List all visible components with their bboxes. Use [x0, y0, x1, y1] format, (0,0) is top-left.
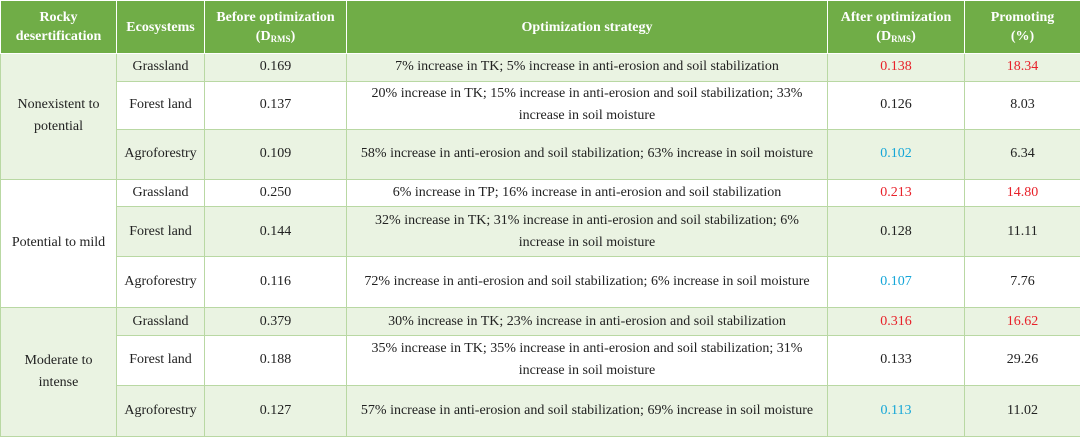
cell-before: 0.109: [204, 128, 347, 180]
header-before-d: D: [260, 28, 271, 44]
cell-after: 0.107: [827, 256, 965, 309]
cell-strategy: 20% increase in TK; 15% increase in anti…: [346, 80, 828, 130]
cell-strategy: 30% increase in TK; 23% increase in anti…: [346, 307, 828, 336]
cell-ecosystem: Forest land: [116, 206, 205, 258]
cell-promoting: 11.11: [964, 206, 1080, 258]
cell-ecosystem: Forest land: [116, 334, 205, 386]
cell-before: 0.144: [204, 206, 347, 258]
header-promoting: Promoting (%): [964, 0, 1080, 54]
cell-promoting: 29.26: [964, 334, 1080, 386]
cell-ecosystem: Grassland: [116, 307, 205, 336]
cell-promoting: 16.62: [964, 307, 1080, 336]
table-row: Agroforestry 0.116 72% increase in anti-…: [1, 256, 1080, 309]
cell-strategy: 32% increase in TK; 31% increase in anti…: [346, 206, 828, 258]
group-label-moderate-to-intense: Moderate to intense: [0, 307, 117, 437]
cell-before: 0.379: [204, 307, 347, 336]
table-row: Potential to mild Grassland 0.250 6% inc…: [0, 178, 1080, 309]
cell-ecosystem: Grassland: [116, 178, 205, 208]
cell-strategy: 6% increase in TP; 16% increase in anti-…: [346, 178, 828, 208]
cell-strategy: 7% increase in TK; 5% increase in anti-e…: [346, 53, 828, 82]
table-row: Forest land 0.137 20% increase in TK; 15…: [1, 80, 1080, 130]
header-ecosystems: Ecosystems: [116, 0, 205, 54]
header-after-label: After optimization: [840, 9, 952, 25]
header-after-rms: RMS: [891, 33, 912, 44]
table-body: Nonexistent to potential Grassland 0.169…: [0, 53, 1080, 437]
cell-promoting: 6.34: [964, 128, 1080, 180]
cell-ecosystem: Forest land: [116, 80, 205, 130]
table-row: Agroforestry 0.127 57% increase in anti-…: [1, 384, 1080, 437]
cell-ecosystem: Grassland: [116, 53, 205, 82]
header-optimization-strategy: Optimization strategy: [346, 0, 828, 54]
cell-ecosystem: Agroforestry: [116, 384, 205, 437]
header-promoting-unit: (%): [1010, 29, 1035, 44]
cell-promoting: 14.80: [964, 178, 1080, 208]
cell-after: 0.126: [827, 80, 965, 130]
cell-promoting: 8.03: [964, 80, 1080, 130]
header-rocky-desertification: Rocky desertification: [0, 0, 117, 54]
header-before-rms: RMS: [270, 33, 291, 44]
header-before-label: Before optimization: [216, 9, 335, 25]
cell-before: 0.169: [204, 53, 347, 82]
cell-before: 0.250: [204, 178, 347, 208]
cell-before: 0.188: [204, 334, 347, 386]
table-row: Forest land 0.144 32% increase in TK; 31…: [1, 206, 1080, 258]
cell-before: 0.116: [204, 256, 347, 309]
header-after-d: D: [880, 28, 892, 44]
cell-promoting: 18.34: [964, 53, 1080, 82]
cell-before: 0.137: [204, 80, 347, 130]
cell-after: 0.138: [827, 53, 965, 82]
table-header: Rocky desertification Ecosystems Before …: [0, 0, 1080, 54]
cell-strategy: 35% increase in TK; 35% increase in anti…: [346, 334, 828, 386]
header-promoting-label: Promoting: [990, 10, 1055, 25]
cell-promoting: 7.76: [964, 256, 1080, 309]
table-row: Forest land 0.188 35% increase in TK; 35…: [1, 334, 1080, 386]
cell-after: 0.102: [827, 128, 965, 180]
cell-before: 0.127: [204, 384, 347, 437]
table-row: Moderate to intense Grassland 0.379 30% …: [0, 307, 1080, 437]
group-label-potential-to-mild: Potential to mild: [0, 178, 117, 309]
table-row: Nonexistent to potential Grassland 0.169…: [0, 53, 1080, 180]
cell-ecosystem: Agroforestry: [116, 256, 205, 309]
header-before-optimization: Before optimization (DRMS): [204, 0, 347, 54]
cell-strategy: 72% increase in anti-erosion and soil st…: [346, 256, 828, 309]
cell-ecosystem: Agroforestry: [116, 128, 205, 180]
group-label-nonexistent-to-potential: Nonexistent to potential: [0, 53, 117, 180]
header-after-optimization: After optimization (DRMS): [827, 0, 965, 54]
cell-after: 0.133: [827, 334, 965, 386]
cell-after: 0.113: [827, 384, 965, 437]
cell-strategy: 57% increase in anti-erosion and soil st…: [346, 384, 828, 437]
cell-strategy: 58% increase in anti-erosion and soil st…: [346, 128, 828, 180]
cell-after: 0.316: [827, 307, 965, 336]
cell-promoting: 11.02: [964, 384, 1080, 437]
table-row: Agroforestry 0.109 58% increase in anti-…: [1, 128, 1080, 180]
cell-after: 0.128: [827, 206, 965, 258]
cell-after: 0.213: [827, 178, 965, 208]
